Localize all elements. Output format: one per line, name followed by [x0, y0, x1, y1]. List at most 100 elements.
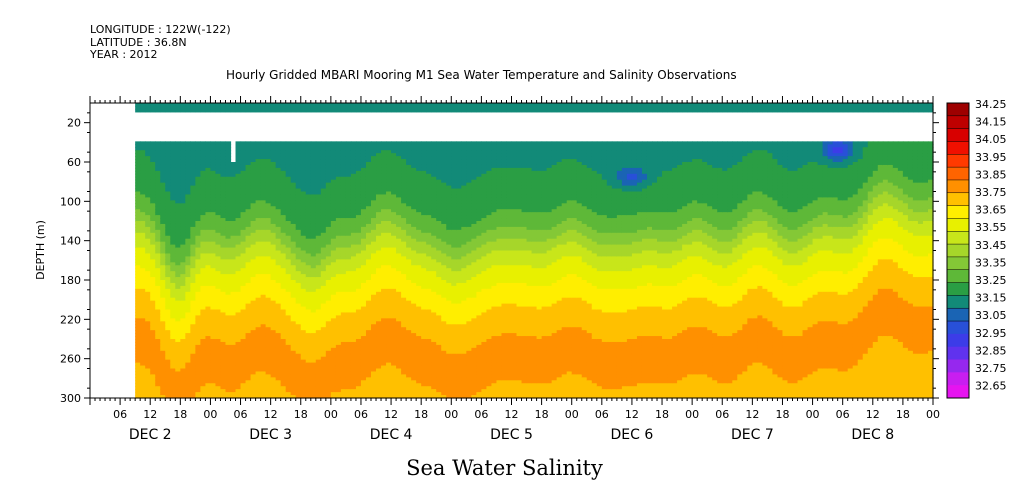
salinity-cell	[195, 306, 201, 311]
salinity-cell	[190, 141, 196, 145]
salinity-cell	[160, 147, 166, 151]
salinity-cell	[200, 203, 207, 207]
salinity-cell	[381, 108, 387, 113]
salinity-cell	[295, 312, 302, 316]
salinity-cell	[175, 156, 181, 160]
salinity-cell	[235, 188, 242, 193]
salinity-cell	[295, 377, 302, 381]
salinity-cell	[165, 362, 171, 367]
salinity-cell	[260, 333, 267, 337]
salinity-cell	[180, 333, 186, 337]
salinity-cell	[135, 221, 141, 225]
salinity-cell	[225, 247, 232, 252]
salinity-cell	[210, 147, 217, 151]
salinity-cell	[185, 185, 191, 190]
salinity-cell	[270, 395, 277, 399]
salinity-cell	[295, 176, 302, 181]
salinity-cell	[200, 170, 207, 175]
salinity-cell	[295, 232, 302, 237]
salinity-cell	[150, 280, 156, 284]
salinity-cell	[140, 253, 146, 257]
salinity-cell	[235, 386, 242, 390]
salinity-cell	[240, 212, 247, 216]
salinity-cell	[150, 232, 156, 237]
salinity-cell	[160, 229, 166, 234]
salinity-cell	[285, 194, 292, 198]
salinity-cell	[205, 336, 212, 340]
salinity-cell	[195, 244, 201, 249]
salinity-cell	[155, 206, 161, 210]
salinity-cell	[155, 144, 161, 148]
salinity-cell	[250, 150, 257, 154]
salinity-cell	[285, 356, 292, 361]
salinity-cell	[150, 312, 156, 316]
salinity-cell	[250, 226, 257, 231]
salinity-cell	[160, 359, 166, 364]
salinity-cell	[235, 341, 242, 346]
salinity-cell	[185, 327, 191, 331]
salinity-cell	[150, 164, 156, 169]
salinity-cell	[160, 218, 166, 222]
salinity-cell	[240, 176, 247, 181]
salinity-cell	[225, 389, 232, 393]
salinity-cell	[250, 141, 257, 145]
salinity-cell	[155, 386, 161, 390]
salinity-cell	[285, 103, 292, 107]
salinity-cell	[275, 321, 282, 325]
salinity-cell	[230, 321, 237, 325]
salinity-cell	[175, 344, 181, 349]
salinity-cell	[170, 197, 176, 201]
salinity-cell	[180, 300, 186, 305]
salinity-cell	[145, 359, 151, 364]
salinity-cell	[310, 229, 317, 234]
salinity-cell	[300, 200, 307, 204]
salinity-cell	[160, 182, 166, 187]
salinity-cell	[145, 229, 151, 234]
salinity-cell	[195, 344, 201, 349]
salinity-cell	[150, 253, 156, 257]
salinity-cell	[305, 250, 312, 255]
salinity-cell	[230, 197, 237, 201]
salinity-cell	[250, 303, 257, 308]
salinity-cell	[170, 386, 176, 390]
salinity-cell	[270, 374, 277, 378]
salinity-cell	[175, 262, 181, 266]
salinity-cell	[165, 223, 171, 228]
salinity-cell	[140, 182, 146, 187]
salinity-cell	[175, 327, 181, 331]
salinity-cell	[250, 315, 257, 319]
salinity-cell	[195, 365, 201, 370]
salinity-cell	[210, 150, 217, 154]
salinity-cell	[220, 330, 227, 334]
salinity-cell	[230, 209, 237, 213]
salinity-cell	[310, 362, 317, 367]
salinity-cell	[200, 253, 207, 257]
salinity-cell	[155, 339, 161, 343]
salinity-cell	[180, 215, 186, 219]
salinity-cell	[205, 235, 212, 240]
salinity-cell	[275, 105, 282, 110]
salinity-cell	[235, 206, 242, 210]
salinity-cell	[290, 303, 297, 308]
salinity-cell	[240, 321, 247, 325]
salinity-cell	[210, 141, 217, 145]
salinity-cell	[330, 108, 337, 113]
salinity-cell	[305, 386, 312, 390]
salinity-cell	[160, 380, 166, 384]
salinity-cell	[275, 344, 282, 349]
salinity-cell	[155, 215, 161, 219]
salinity-cell	[285, 159, 292, 163]
salinity-cell	[220, 250, 227, 255]
salinity-cell	[140, 336, 146, 340]
salinity-cell	[255, 277, 262, 281]
salinity-cell	[165, 336, 171, 340]
salinity-cell	[255, 365, 262, 370]
salinity-cell	[290, 274, 297, 278]
salinity-cell	[265, 238, 272, 243]
salinity-cell	[210, 200, 217, 204]
salinity-cell	[135, 238, 141, 243]
salinity-cell	[200, 291, 207, 296]
salinity-cell	[210, 170, 217, 175]
salinity-cell	[235, 232, 242, 237]
salinity-cell	[225, 235, 232, 240]
